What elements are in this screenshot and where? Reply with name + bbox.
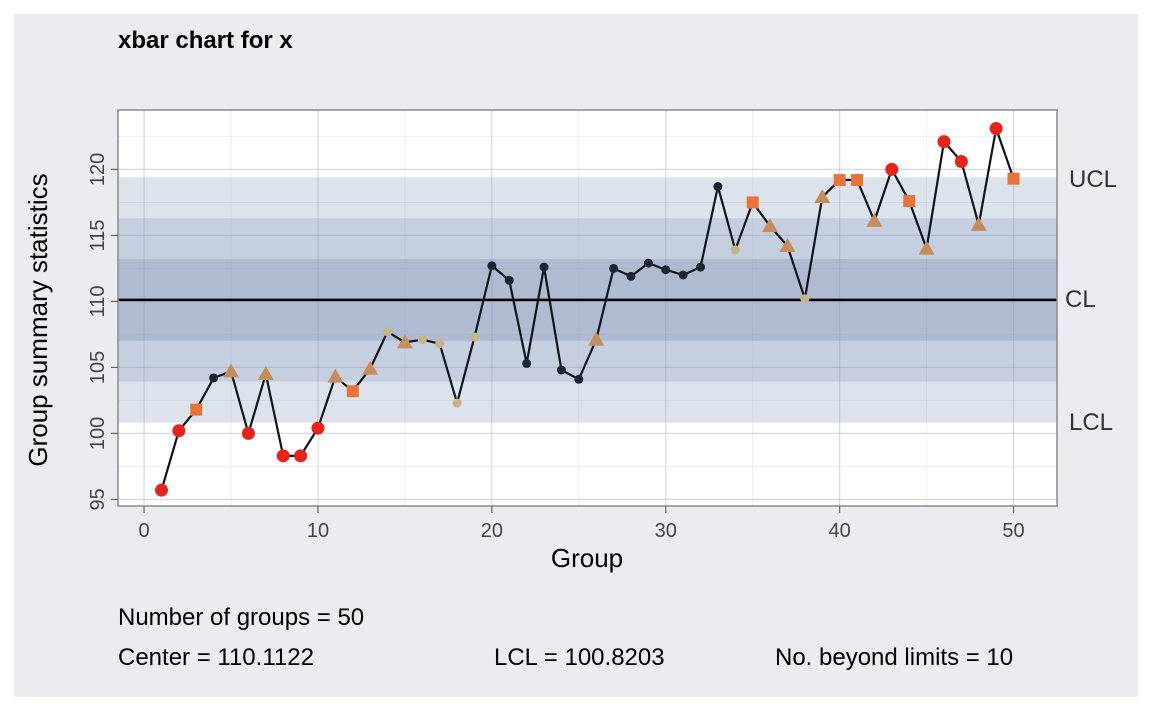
data-point-42	[866, 212, 883, 227]
stat-center: Center = 110.1122	[118, 644, 314, 671]
x-tick-label: 40	[829, 520, 851, 542]
cl-label: CL	[1065, 286, 1096, 313]
data-point-33	[713, 182, 723, 192]
y-axis-label: Group summary statistics	[23, 173, 53, 466]
data-point-41	[851, 173, 864, 186]
data-point-26	[588, 331, 605, 346]
data-point-13	[362, 360, 379, 375]
data-point-28	[626, 271, 636, 281]
x-tick-label: 50	[1002, 520, 1024, 542]
data-point-12	[346, 385, 359, 398]
data-point-37	[779, 237, 796, 252]
ucl-label: UCL	[1069, 166, 1117, 193]
data-point-43	[885, 162, 899, 176]
data-point-23	[539, 262, 549, 272]
data-point-40	[833, 173, 846, 186]
data-point-7	[257, 366, 274, 380]
data-point-50	[1007, 172, 1020, 185]
data-point-25	[574, 374, 584, 384]
chart-panel: xbar chart for x 0 10 20 30 40 50 95 100 105 110 1…	[14, 14, 1138, 697]
y-tick-label: 100	[87, 417, 109, 450]
plot-frame	[117, 109, 1058, 507]
stat-beyond-limits: No. beyond limits = 10	[775, 644, 1014, 671]
data-point-20	[487, 261, 497, 271]
data-point-16	[417, 335, 427, 345]
data-series	[154, 121, 1020, 497]
data-point-6	[241, 426, 255, 440]
data-point-49	[989, 121, 1003, 135]
data-point-24	[556, 365, 566, 375]
x-tick-label: 0	[139, 520, 150, 542]
data-point-3	[190, 403, 203, 416]
data-point-9	[294, 449, 308, 463]
data-point-29	[643, 258, 653, 268]
data-point-10	[311, 421, 325, 435]
data-point-18	[452, 398, 462, 408]
data-point-36	[762, 218, 779, 233]
axes: 0 10 20 30 40 50 95 100 105 110 115 120	[87, 109, 1058, 542]
xbar-chart: xbar chart for x 0 10 20 30 40 50 95 100 105 110 1…	[23, 27, 1117, 573]
y-tick-label: 110	[87, 285, 109, 317]
data-point-31	[678, 270, 688, 280]
data-point-14	[383, 327, 393, 337]
data-point-8	[276, 449, 290, 463]
data-point-2	[172, 424, 186, 438]
x-tick-label: 30	[655, 520, 677, 542]
y-tick-label: 95	[87, 488, 109, 510]
data-point-27	[609, 263, 619, 273]
data-point-32	[696, 262, 706, 272]
data-point-1	[154, 483, 168, 497]
y-tick-label: 115	[87, 219, 109, 251]
data-point-4	[209, 373, 219, 383]
y-tick-label: 120	[87, 153, 109, 186]
data-point-21	[504, 275, 514, 285]
data-point-19	[469, 332, 479, 342]
data-point-38	[800, 294, 810, 304]
y-tick-label: 105	[87, 351, 109, 384]
data-point-46	[937, 135, 951, 149]
grid	[118, 110, 1057, 506]
lcl-label: LCL	[1069, 409, 1113, 436]
data-point-11	[327, 368, 344, 383]
data-point-22	[522, 358, 532, 368]
data-point-30	[661, 265, 671, 275]
data-point-15	[396, 334, 413, 349]
x-axis-label: Group	[551, 543, 623, 573]
data-point-39	[814, 189, 831, 204]
data-point-44	[903, 195, 916, 208]
data-point-5	[223, 363, 240, 378]
stat-lcl: LCL = 100.8203	[494, 644, 665, 671]
data-point-47	[954, 154, 968, 168]
x-tick-label: 10	[307, 520, 329, 542]
data-point-34	[730, 245, 740, 255]
data-point-45	[918, 240, 935, 255]
stat-groups: Number of groups = 50	[118, 604, 365, 631]
x-tick-label: 20	[481, 520, 503, 542]
data-point-17	[435, 339, 445, 349]
data-point-48	[970, 216, 987, 231]
chart-title: xbar chart for x	[118, 27, 293, 54]
data-point-35	[746, 196, 759, 209]
